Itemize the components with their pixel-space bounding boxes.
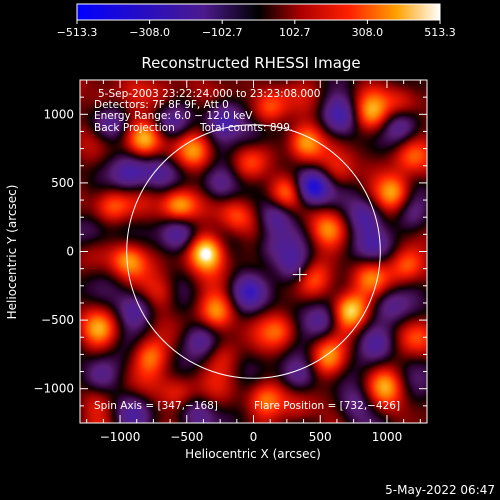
colorbar-ticks [76,20,441,24]
colorbar-tick-label: −513.3 [57,26,98,39]
y-tick-label: 500 [51,176,74,190]
y-tick-label: −1000 [33,382,74,396]
detectors-annotation: Detectors: 7F 8F 9F, Att 0 [94,99,229,111]
footer-timestamp: 5-May-2022 06:47 [385,483,495,497]
solar-limb-circle [126,124,381,379]
chart-title: Reconstructed RHESSI Image [141,54,360,72]
total-counts-annotation: Total counts: 899. [199,122,293,134]
plot-area [79,79,428,424]
x-axis-label: Heliocentric X (arcsec) [185,447,321,461]
colorbar-tick-label: 513.3 [424,26,456,39]
heatmap-image [80,80,427,423]
y-tick-label: −500 [41,313,74,327]
spin-axis-annotation: Spin Axis = [347,−168] [94,400,218,412]
x-tick-label: 500 [309,430,332,444]
colorbar-tick-label: −102.7 [202,26,243,39]
x-tick-label: 1000 [372,430,403,444]
colorbar-tick-label: 102.7 [279,26,311,39]
time-range-annotation: 5-Sep-2003 23:22:24.000 to 23:23:08.000 [98,88,320,100]
axis-ticks [80,80,427,423]
energy-range-annotation: Energy Range: 6.0 − 12.0 keV [94,110,253,122]
colorbar-labels: −513.3 −308.0 −102.7 102.7 308.0 513.3 [57,26,456,39]
y-tick-label: 1000 [43,107,74,121]
flare-position-annotation: Flare Position = [732,−426] [254,400,400,412]
colorbar-tick-label: 308.0 [352,26,384,39]
colorbar: −513.3 −308.0 −102.7 102.7 308.0 513.3 [57,3,456,39]
x-tick-label: −500 [170,430,203,444]
annotations: 5-Sep-2003 23:22:24.000 to 23:23:08.000 … [94,88,400,412]
colorbar-gradient [76,3,441,21]
spin-axis-cross-marker [292,267,307,282]
x-tick-label: −1000 [100,430,141,444]
y-tick-labels: −1000 −500 0 500 1000 [33,107,74,395]
colorbar-tick-label: −308.0 [129,26,170,39]
x-tick-labels: −1000 −500 0 500 1000 [100,430,402,444]
x-tick-label: 0 [250,430,258,444]
method-annotation: Back Projection [94,122,175,134]
y-tick-label: 0 [66,245,74,259]
y-axis-label: Heliocentric Y (arcsec) [5,185,19,320]
